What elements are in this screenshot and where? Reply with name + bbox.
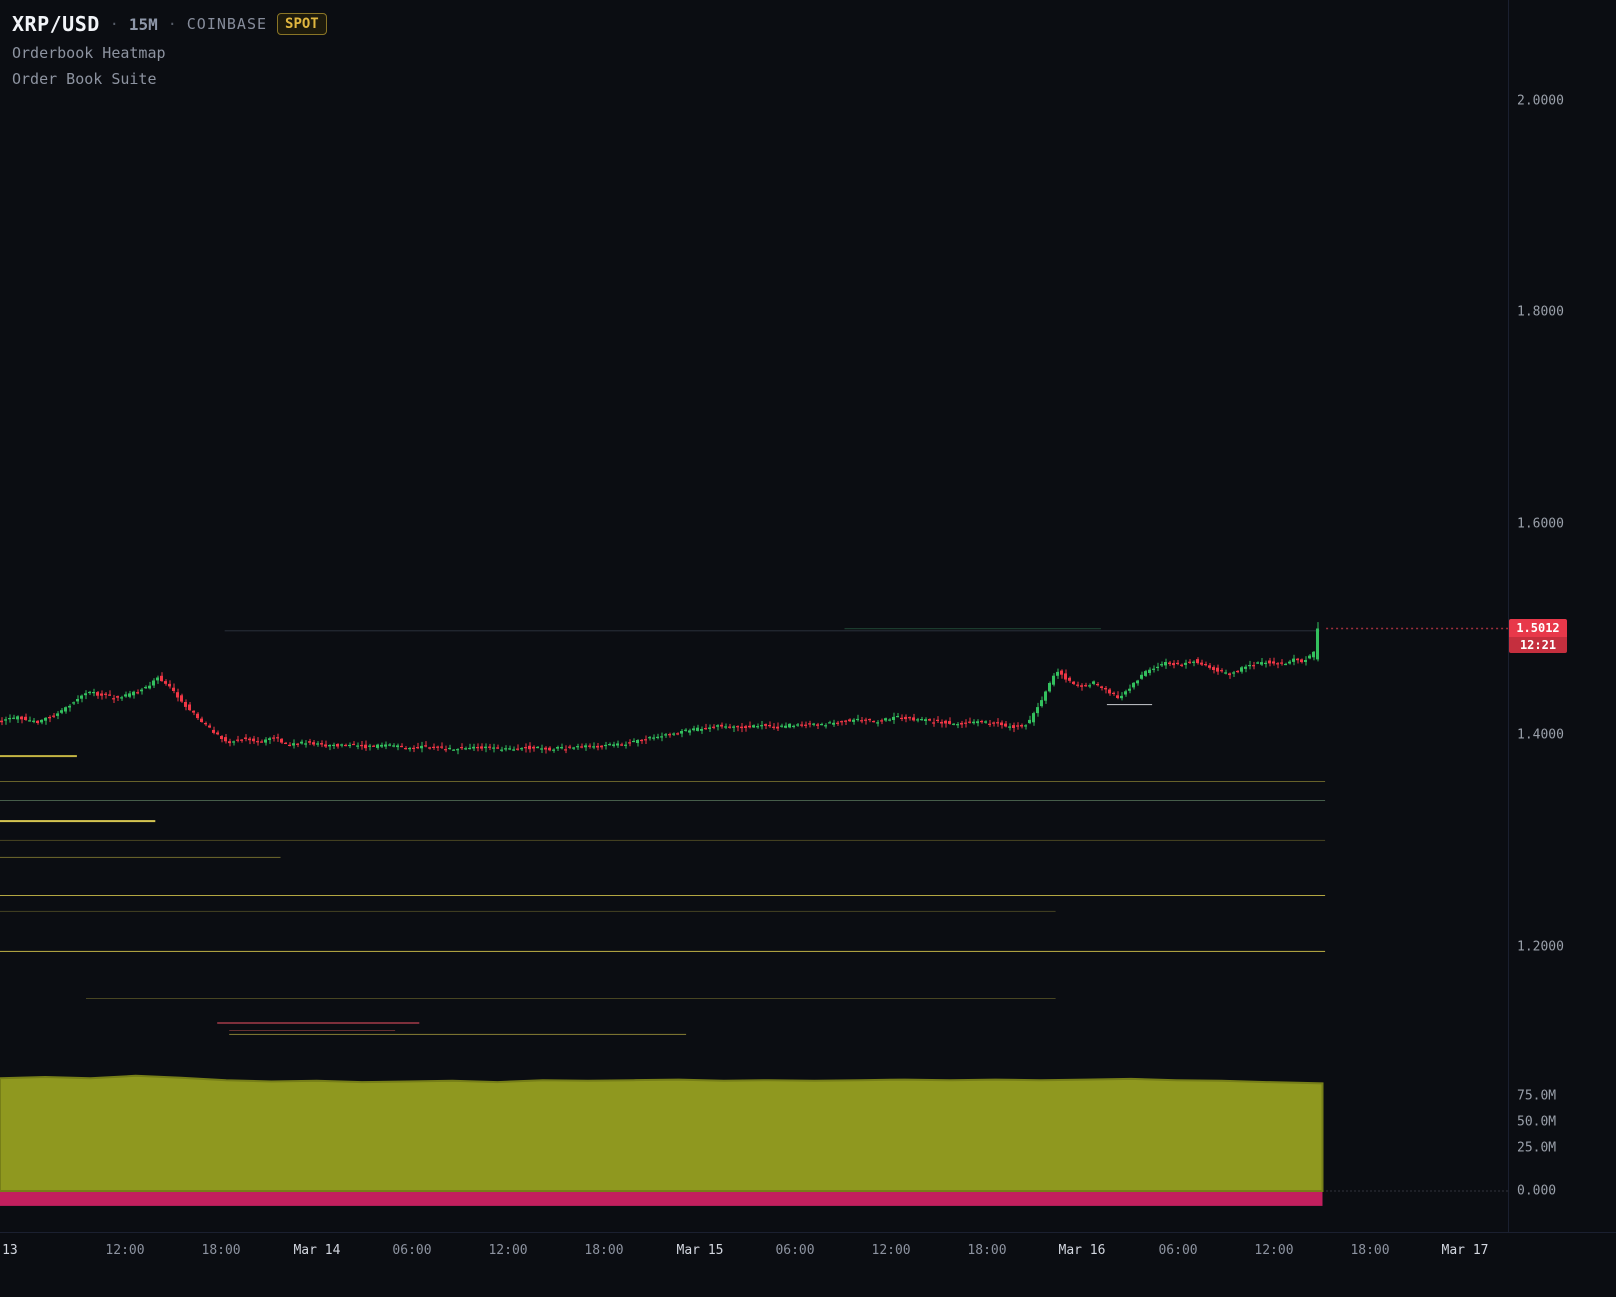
time-axis-tick: 12:00 [105,1243,145,1258]
time-axis-tick: 12:00 [488,1243,528,1258]
time-axis-tick: Mar 17 [1441,1243,1489,1258]
price-axis[interactable]: 2.0000 1.8000 1.6000 1.4000 1.2000 75.0M 50.0M… [1508,0,1616,1232]
time-axis-tick: Mar 16 [1058,1243,1106,1258]
time-axis-tick: 06:00 [1158,1243,1198,1258]
bar-countdown: 12:21 [1509,637,1567,654]
depth-axis-tick: 0.000 [1517,1183,1557,1199]
time-axis-tick: 18:00 [584,1243,624,1258]
time-axis-tick: Mar 14 [293,1243,341,1258]
time-axis[interactable]: 13 12:00 18:00 Mar 14 06:00 12:00 18:00 Mar 15 0… [0,1232,1616,1297]
time-axis-tick: 18:00 [1350,1243,1390,1258]
time-axis-tick: 06:00 [775,1243,815,1258]
price-axis-tick: 1.6000 [1517,516,1564,532]
time-axis-tick: 18:00 [967,1243,1007,1258]
spot-badge: SPOT [277,13,327,35]
timeframe-selector[interactable]: 15M [128,14,158,34]
time-axis-tick: 12:00 [1254,1243,1294,1258]
exchange-name[interactable]: COINBASE [186,15,268,33]
depth-axis-tick: 25.0M [1517,1140,1557,1156]
symbol-name[interactable]: XRP/USD [12,12,100,36]
time-axis-tick: Mar 15 [676,1243,724,1258]
price-axis-tick: 2.0000 [1517,93,1564,109]
indicator-orderbook-heatmap[interactable]: Orderbook Heatmap [12,44,166,62]
price-axis-tick: 1.2000 [1517,939,1564,955]
separator-dot: · [167,15,177,33]
last-price-value: 1.5012 [1509,619,1567,638]
depth-axis-tick: 75.0M [1517,1088,1557,1104]
time-axis-tick: 13 [2,1243,18,1258]
time-axis-tick: 18:00 [201,1243,241,1258]
time-axis-tick: 06:00 [392,1243,432,1258]
separator-dot: · [109,15,119,33]
time-axis-tick: 12:00 [871,1243,911,1258]
chart-pane[interactable] [0,0,1508,1232]
price-axis-tick: 1.4000 [1517,727,1564,743]
last-price-label: 1.5012 12:21 [1509,619,1567,654]
depth-axis-tick: 50.0M [1517,1114,1557,1130]
indicator-order-book-suite[interactable]: Order Book Suite [12,70,157,88]
chart-legend: XRP/USD · 15M · COINBASE SPOT Orderbook … [12,12,327,88]
price-axis-tick: 1.8000 [1517,304,1564,320]
